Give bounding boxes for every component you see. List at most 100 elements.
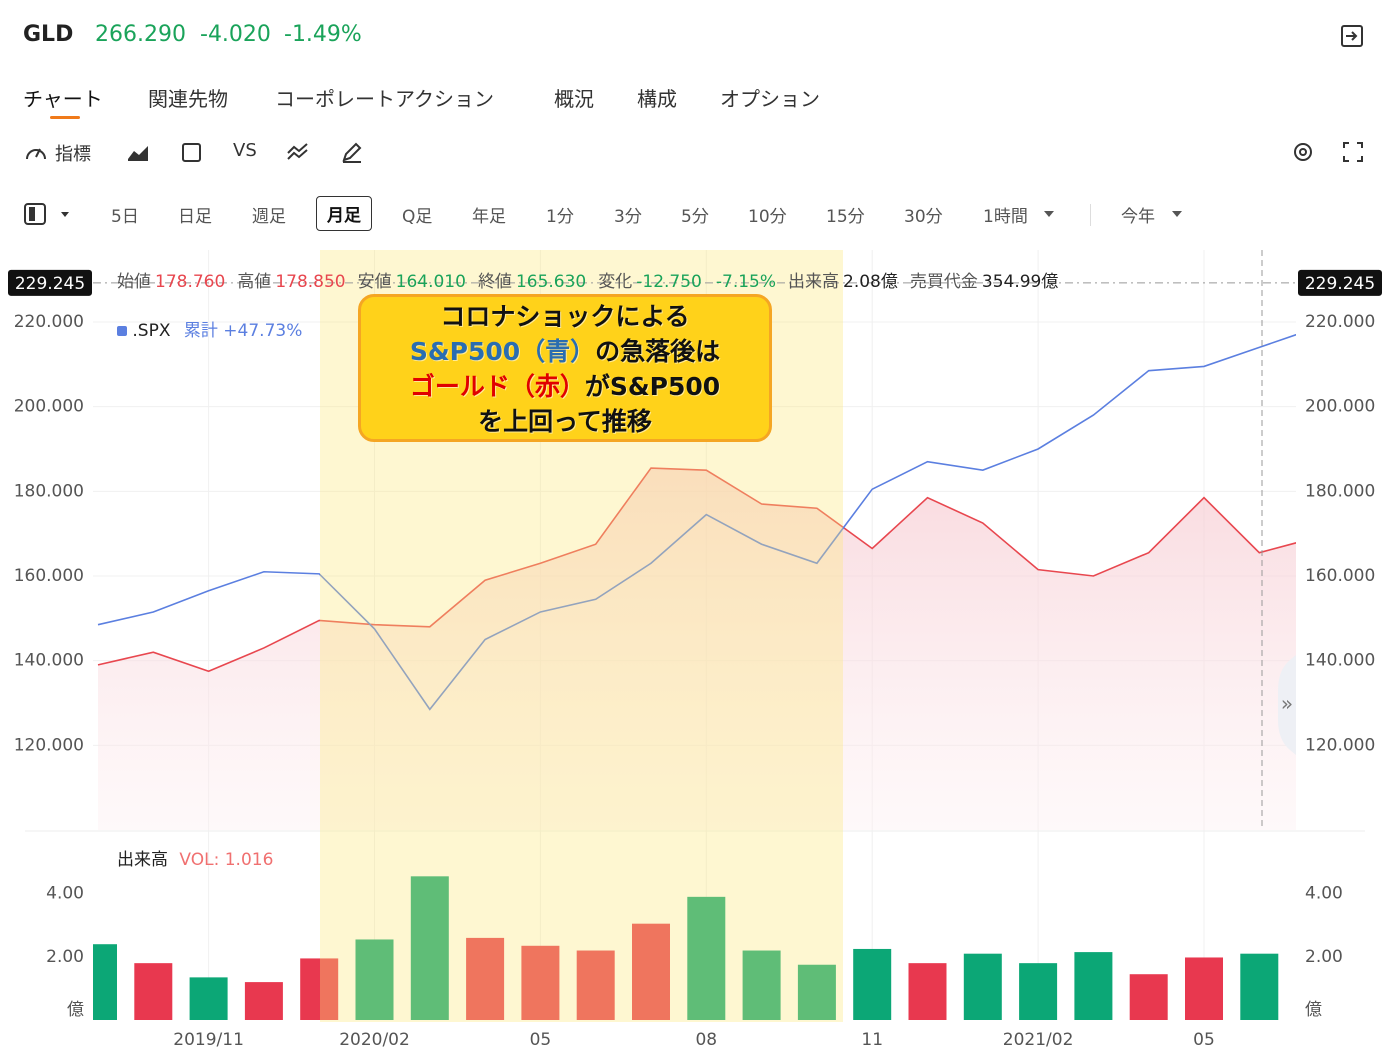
period-button-active[interactable]: 月足 — [316, 196, 372, 231]
annotation-text: S&P500（青） — [409, 337, 596, 366]
fullscreen-icon[interactable] — [1341, 140, 1365, 164]
x-tick-label: 2019/11 — [173, 1030, 244, 1050]
settings-icon[interactable] — [1291, 140, 1315, 164]
volume-bar — [244, 982, 283, 1020]
ohlc-item: 高値 178.850 — [237, 267, 345, 292]
annotation-box: コロナショックによる S&P500（青）の急落後は ゴールド（赤）がS&P500 を上… — [358, 294, 772, 442]
ohlc-label: 売買代金 — [909, 272, 978, 292]
x-tick-label: 05 — [530, 1030, 552, 1050]
y-tick-label: 180.000 — [1305, 481, 1375, 501]
ohlc-value: 178.760 — [155, 272, 226, 292]
period-button[interactable]: 年足 — [472, 207, 506, 227]
ohlc-bar: 始値 178.760 高値 178.850 安値 164.010 終値 165.630 変化 -1… — [117, 267, 1058, 292]
volume-indicator: VOL: 1.016 — [179, 850, 274, 870]
tab[interactable]: 関連先物 — [148, 87, 228, 111]
period-button[interactable]: 30分 — [904, 207, 943, 227]
strategy-icon[interactable] — [286, 141, 310, 163]
ohlc-label: 出来高 — [788, 272, 840, 292]
shape-icon[interactable] — [181, 141, 203, 163]
volume-bar — [797, 964, 836, 1020]
volume-bar — [1185, 957, 1223, 1020]
volume-bar — [189, 977, 228, 1020]
collapse-handle[interactable] — [1278, 655, 1296, 755]
unit-label: 億 — [67, 1000, 84, 1020]
ohlc-label: 変化 — [598, 272, 633, 292]
separator — [1090, 204, 1091, 226]
x-tick-label: 2021/02 — [1003, 1030, 1074, 1050]
volume-bar — [742, 950, 781, 1020]
axis-labels: 120.000 120.000 140.000 140.000 160.000 160.0… — [8, 269, 1382, 1050]
legend-swatch — [117, 326, 127, 336]
change-pct: -1.49% — [284, 22, 362, 47]
price: 266.290 — [95, 22, 186, 47]
ohlc-label: 終値 — [477, 272, 512, 292]
y-tick-label: 140.000 — [1305, 651, 1375, 671]
period-button[interactable]: 15分 — [826, 207, 865, 227]
period-button[interactable]: 10分 — [748, 207, 787, 227]
y-tick-label: 120.000 — [1305, 735, 1375, 755]
volume-bar — [1129, 974, 1168, 1020]
collapse-icon[interactable]: » — [1281, 692, 1293, 716]
draw-icon[interactable] — [340, 140, 364, 164]
volume-bar — [632, 923, 670, 1020]
x-tick-label: 11 — [861, 1030, 883, 1050]
period-button[interactable]: 5分 — [681, 207, 709, 227]
last-price-label: 229.245 — [1305, 274, 1375, 294]
ohlc-item: 安値 164.010 — [358, 267, 466, 292]
tab-underline — [50, 116, 80, 119]
unit-label: 億 — [1305, 1000, 1322, 1020]
range-select[interactable]: 今年 — [1121, 207, 1155, 227]
ohlc-item: 売買代金 354.99億 — [910, 267, 1058, 292]
x-tick-label: 2020/02 — [339, 1030, 410, 1050]
period-button[interactable]: Q足 — [402, 207, 433, 227]
y-tick-label: 2.00 — [46, 947, 84, 967]
layout-icon[interactable] — [24, 203, 74, 225]
exit-icon[interactable] — [1340, 24, 1364, 48]
ohlc-item: 終値 165.630 — [478, 267, 586, 292]
y-tick-label: 220.000 — [14, 312, 84, 332]
last-price-label: 229.245 — [15, 274, 85, 294]
y-tick-label: 160.000 — [14, 566, 84, 586]
volume-legend: 出来高 VOL: 1.016 — [117, 845, 273, 870]
volume-bar — [576, 950, 615, 1020]
volume-bar — [355, 939, 394, 1020]
annotation-line: コロナショックによる — [361, 299, 769, 334]
plot-area — [93, 333, 1296, 1020]
legend: .SPX 累計 +47.73% — [117, 316, 302, 341]
ohlc-label: 高値 — [237, 272, 272, 292]
chart-type-icon[interactable] — [126, 141, 152, 163]
ohlc-item: 始値 178.760 — [117, 267, 225, 292]
indicator-button[interactable]: 指標 — [55, 144, 91, 165]
indicator-icon[interactable] — [24, 141, 48, 163]
period-button[interactable]: 1分 — [546, 207, 574, 227]
y-tick-label: 220.000 — [1305, 312, 1375, 332]
period-button[interactable]: 1時間 — [983, 207, 1028, 227]
line — [97, 333, 1296, 711]
y-tick-label: 2.00 — [1305, 947, 1343, 967]
line — [97, 467, 1296, 673]
annotation-line: S&P500（青）の急落後は — [361, 334, 769, 369]
period-button[interactable]: 日足 — [178, 207, 212, 227]
volume-bar — [300, 958, 339, 1020]
tab[interactable]: オプション — [720, 87, 820, 111]
x-tick-label: 05 — [1193, 1030, 1215, 1050]
volume-bar — [963, 953, 1002, 1020]
tab[interactable]: コーポレートアクション — [275, 87, 494, 111]
tab[interactable]: 概況 — [554, 87, 594, 111]
period-button[interactable]: 週足 — [252, 207, 286, 227]
ohlc-value: 164.010 — [395, 272, 466, 292]
legend-label: .SPX — [132, 321, 171, 341]
tab[interactable]: 構成 — [637, 87, 677, 111]
period-button[interactable]: 3分 — [614, 207, 642, 227]
compare-button[interactable]: VS — [233, 140, 257, 161]
period-button[interactable]: 5日 — [111, 207, 139, 227]
change: -4.020 — [200, 22, 271, 47]
volume-bar — [853, 948, 892, 1020]
ohlc-value: 2.08億 — [843, 272, 898, 292]
y-tick-label: 120.000 — [14, 735, 84, 755]
annotation-text: を上回って推移 — [478, 407, 652, 436]
annotation-text: がS&P500 — [584, 372, 721, 401]
tab[interactable]: チャート — [23, 87, 103, 111]
